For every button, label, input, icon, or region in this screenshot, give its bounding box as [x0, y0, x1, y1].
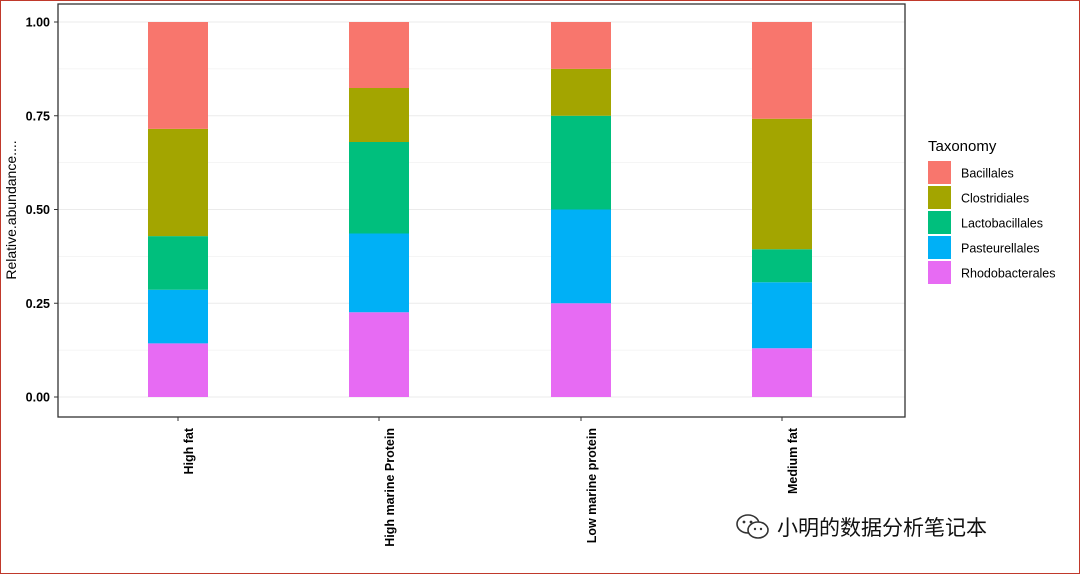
- bar-segment-clostridiales-1: [148, 128, 208, 237]
- bar-segment-bacillales-2: [349, 22, 409, 88]
- bar-segment-rhodobacterales-4: [752, 348, 812, 397]
- bar-segment-lactobacillales-1: [148, 236, 208, 290]
- legend-title: Taxonomy: [928, 138, 997, 155]
- legend-label-lactobacillales: Lactobacillales: [961, 217, 1043, 231]
- bar-segment-lactobacillales-2: [349, 142, 409, 234]
- plot-panel-border: [57, 3, 906, 418]
- bar-segment-pasteurellales-1: [148, 289, 208, 344]
- bar-segment-clostridiales-4: [752, 118, 812, 250]
- bar-segment-pasteurellales-4: [752, 282, 812, 349]
- bar-segment-rhodobacterales-2: [349, 312, 409, 397]
- legend-key-lactobacillales: [928, 211, 951, 234]
- x-tick-label: Medium fat: [786, 427, 800, 494]
- y-tick-label: 0.50: [26, 203, 50, 217]
- bar-segment-bacillales-3: [551, 22, 611, 69]
- legend: Taxonomy Bacillales Clostridiales Lactobac…: [928, 138, 1056, 284]
- y-axis: 0.00 0.25 0.50 0.75 1.00: [26, 16, 58, 405]
- y-axis-title: Relative.abundance....: [3, 140, 19, 279]
- bar-segment-bacillales-4: [752, 22, 812, 119]
- bars: [148, 22, 812, 397]
- bar-segment-bacillales-1: [148, 22, 208, 129]
- y-tick-label: 0.25: [26, 297, 50, 311]
- legend-key-clostridiales: [928, 186, 951, 209]
- watermark: 小明的数据分析笔记本: [735, 510, 987, 544]
- x-axis: High fat High marine Protein Low marine pr…: [177, 417, 800, 547]
- watermark-text: 小明的数据分析笔记本: [777, 516, 987, 540]
- x-tick-label: Low marine protein: [585, 428, 599, 543]
- bar-segment-clostridiales-3: [551, 68, 611, 116]
- x-tick-label: High marine Protein: [383, 428, 397, 547]
- legend-label-clostridiales: Clostridiales: [961, 192, 1029, 206]
- legend-key-rhodobacterales: [928, 261, 951, 284]
- legend-label-pasteurellales: Pasteurellales: [961, 242, 1040, 256]
- y-tick-label: 0.75: [26, 109, 50, 123]
- y-tick-label: 1.00: [26, 16, 50, 30]
- bar-segment-pasteurellales-2: [349, 233, 409, 313]
- legend-label-rhodobacterales: Rhodobacterales: [961, 267, 1056, 281]
- wechat-icon: [736, 514, 769, 539]
- bar-segment-lactobacillales-3: [551, 115, 611, 210]
- legend-key-bacillales: [928, 161, 951, 184]
- legend-label-bacillales: Bacillales: [961, 167, 1014, 181]
- bar-segment-lactobacillales-4: [752, 249, 812, 283]
- bar-segment-rhodobacterales-1: [148, 343, 208, 397]
- bar-segment-clostridiales-2: [349, 88, 409, 142]
- y-tick-label: 0.00: [26, 391, 50, 405]
- bar-segment-pasteurellales-3: [551, 209, 611, 304]
- x-tick-label: High fat: [182, 427, 196, 474]
- bar-segment-rhodobacterales-3: [551, 303, 611, 397]
- legend-key-pasteurellales: [928, 236, 951, 259]
